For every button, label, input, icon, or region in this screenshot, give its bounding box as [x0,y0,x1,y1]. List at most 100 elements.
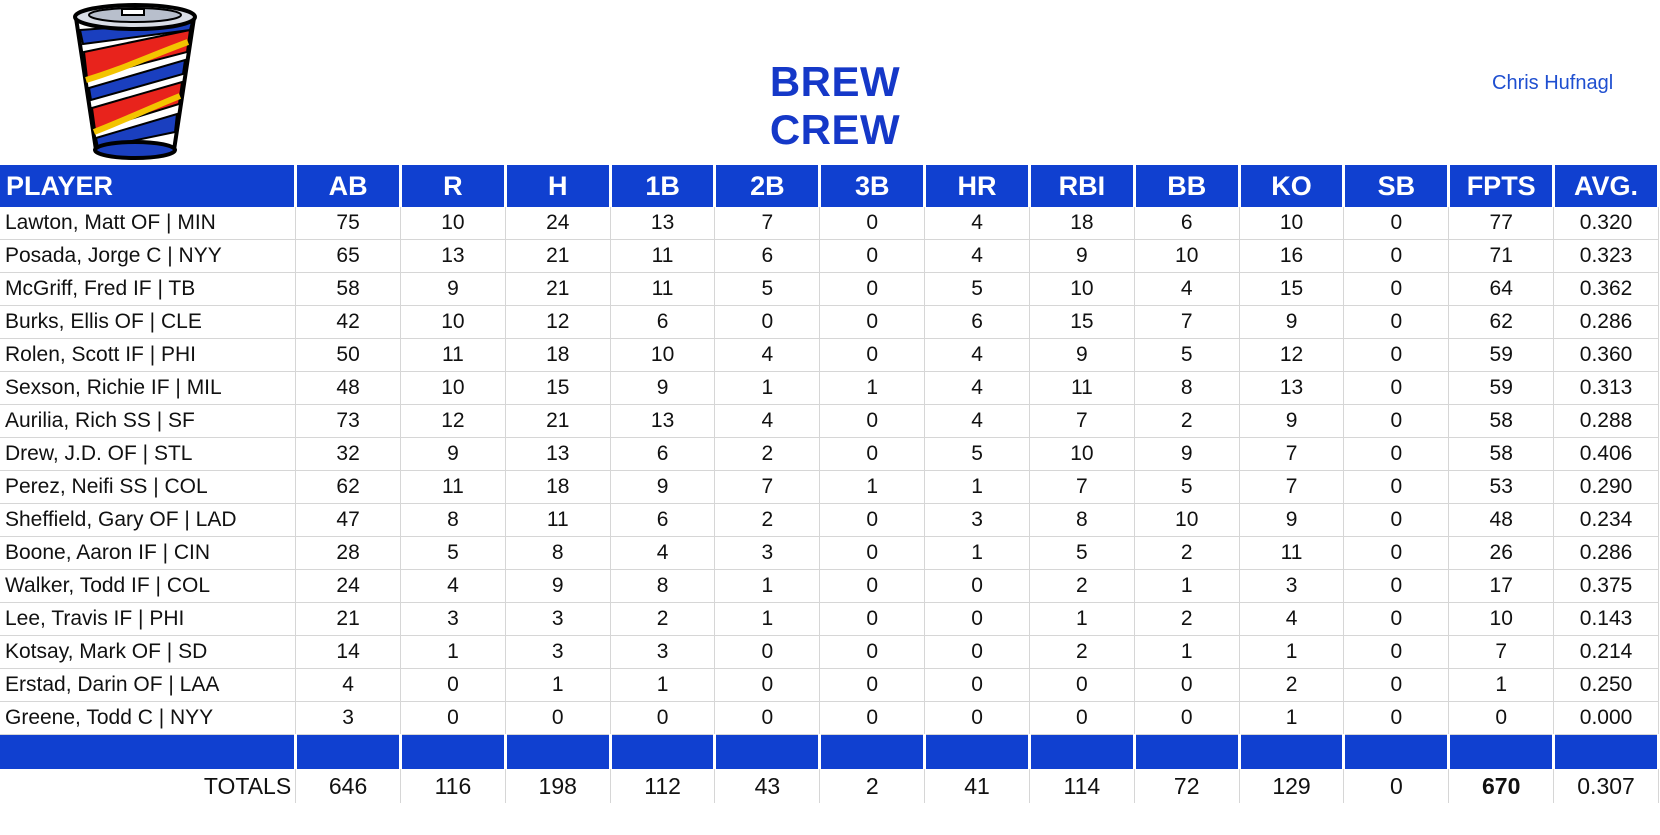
stat-cell: 9 [610,371,716,405]
stat-cell: 3 [505,635,611,669]
band-cell [400,734,507,769]
stat-cell: 7 [1448,635,1555,669]
stat-cell: 7 [1029,470,1135,504]
stat-cell: 0.234 [1553,503,1659,537]
stat-cell: 6 [610,305,716,339]
stat-cell: 0 [1343,503,1450,537]
stat-cell: 0 [819,437,926,471]
stat-cell: 0 [714,305,821,339]
stat-cell: 10 [400,207,506,240]
band-cell [1448,734,1556,769]
stat-cell: 9 [1239,404,1345,438]
stat-cell: 2 [714,503,821,537]
table-row: Sheffield, Gary OF | LAD 47 8 11 6 2 0 3 8 10 9 0 48… [0,503,1659,537]
total-cell: 41 [924,769,1030,803]
total-cell: 129 [1239,769,1345,803]
stat-cell: 0.000 [1553,701,1659,735]
table-row: Rolen, Scott IF | PHI 50 11 18 10 4 0 4 9 5 12 0 59 0… [0,338,1659,372]
band-cell [714,734,822,769]
stat-cell: 15 [505,371,611,405]
band-cell [505,734,612,769]
stat-cell: 4 [924,371,1030,405]
total-cell: 646 [295,769,401,803]
stat-cell: 0.250 [1553,668,1659,702]
player-name-cell: Drew, J.D. OF | STL [0,437,297,471]
stat-cell: 10 [1448,602,1555,636]
stat-cell: 8 [1134,371,1240,405]
stat-cell: 11 [505,503,611,537]
stat-cell: 13 [400,239,506,273]
stat-cell: 8 [610,569,716,603]
stat-cell: 5 [714,272,821,306]
table-row: Drew, J.D. OF | STL 32 9 13 6 2 0 5 10 9 7 0 58 0.406 [0,437,1659,471]
stat-cell: 5 [1134,338,1240,372]
totals-separator-band [0,734,1660,769]
band-cell [924,734,1031,769]
total-cell: 670 [1448,769,1555,803]
stat-cell: 11 [400,338,506,372]
stat-cell: 2 [1239,668,1345,702]
stat-cell: 1 [1029,602,1135,636]
player-name-cell: Boone, Aaron IF | CIN [0,536,297,570]
stat-cell: 12 [400,404,506,438]
stat-cell: 3 [505,602,611,636]
stat-cell: 71 [1448,239,1555,273]
stat-cell: 0.323 [1553,239,1659,273]
stat-cell: 0 [1343,470,1450,504]
stat-cell: 0.286 [1553,536,1659,570]
stat-cell: 1 [1239,635,1345,669]
column-header-player: PLAYER [0,165,298,207]
player-name-cell: Sheffield, Gary OF | LAD [0,503,297,537]
stat-cell: 62 [295,470,401,504]
column-header-3b: 3B [819,165,927,207]
stat-cell: 21 [505,404,611,438]
stat-cell: 0 [819,404,926,438]
stat-cell: 4 [610,536,716,570]
stat-cell: 0 [400,701,506,735]
stat-cell: 9 [1239,503,1345,537]
stat-cell: 17 [1448,569,1555,603]
team-name: BREW CREW [769,58,901,153]
stat-cell: 1 [400,635,506,669]
stat-cell: 0 [819,503,926,537]
stat-cell: 3 [610,635,716,669]
table-row: Sexson, Richie IF | MIL 48 10 15 9 1 1 4 11 8 13 0 5… [0,371,1659,405]
stat-cell: 2 [1029,569,1135,603]
stat-cell: 0.375 [1553,569,1659,603]
stat-cell: 1 [819,371,926,405]
stat-cell: 1 [1134,569,1240,603]
stat-cell: 8 [1029,503,1135,537]
stat-cell: 9 [400,437,506,471]
stat-cell: 64 [1448,272,1555,306]
stat-cell: 10 [1239,207,1345,240]
stat-cell: 7 [1134,305,1240,339]
stat-cell: 42 [295,305,401,339]
stat-cell: 48 [295,371,401,405]
stat-cell: 4 [714,404,821,438]
stat-cell: 0 [1343,437,1450,471]
stat-cell: 1 [714,569,821,603]
table-header-row: PLAYER AB R H 1B 2B 3B HR RBI BB KO SB FPTS AVG. [0,165,1660,207]
total-cell: 114 [1029,769,1135,803]
stat-cell: 4 [1239,602,1345,636]
stat-cell: 0 [1343,635,1450,669]
stat-cell: 58 [1448,404,1555,438]
stat-cell: 6 [714,239,821,273]
stat-cell: 58 [1448,437,1555,471]
band-cell [1343,734,1451,769]
table-row: McGriff, Fred IF | TB 58 9 21 11 5 0 5 10 4 15 0 64 0… [0,272,1659,306]
table-row: Walker, Todd IF | COL 24 4 9 8 1 0 0 2 1 3 0 17 0.375 [0,569,1659,603]
stat-cell: 0.313 [1553,371,1659,405]
column-header-2b: 2B [714,165,822,207]
column-header-r: R [400,165,507,207]
player-name-cell: Aurilia, Rich SS | SF [0,404,297,438]
player-name-cell: Kotsay, Mark OF | SD [0,635,297,669]
stat-cell: 10 [400,371,506,405]
stat-cell: 8 [400,503,506,537]
stat-cell: 0.214 [1553,635,1659,669]
stat-cell: 12 [1239,338,1345,372]
total-cell: 0 [1343,769,1450,803]
player-name-cell: Sexson, Richie IF | MIL [0,371,297,405]
stat-cell: 1 [1448,668,1555,702]
stat-cell: 7 [714,207,821,240]
